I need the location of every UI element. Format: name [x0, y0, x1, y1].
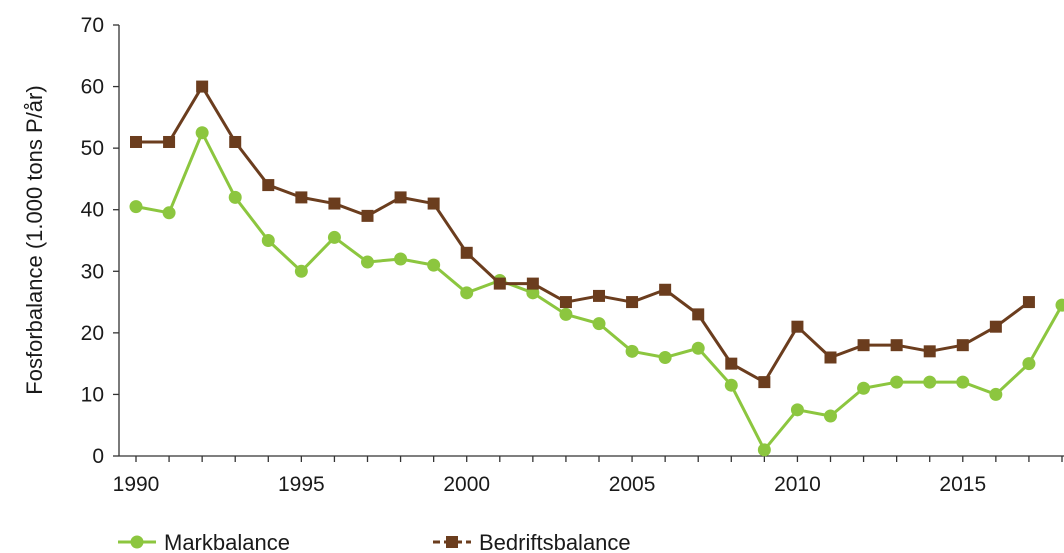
data-point — [460, 286, 474, 300]
data-point — [592, 317, 606, 331]
data-point — [725, 357, 738, 370]
y-tick-label: 40 — [81, 199, 104, 222]
data-point — [559, 296, 572, 309]
x-tick-label: 2000 — [443, 473, 490, 496]
data-point — [758, 376, 771, 389]
data-point — [130, 135, 142, 148]
data-point — [427, 197, 440, 210]
data-point — [261, 234, 275, 247]
data-point — [989, 387, 1003, 401]
y-tick-label: 50 — [81, 137, 104, 160]
data-point — [460, 246, 473, 259]
legend-label: Markbalance — [164, 530, 290, 553]
y-axis: 0 10 20 30 40 50 60 70 — [81, 14, 120, 468]
data-point — [1055, 298, 1064, 312]
data-point — [724, 378, 738, 392]
data-point — [361, 255, 374, 269]
legend-item: Markbalance — [118, 530, 290, 553]
data-point — [361, 209, 374, 222]
y-tick-label: 20 — [81, 322, 104, 345]
data-point — [163, 135, 176, 148]
data-point — [923, 345, 936, 358]
data-point — [691, 341, 705, 355]
data-point — [956, 375, 970, 389]
y-tick-label: 70 — [81, 14, 104, 37]
y-axis-title: Fosforbalance (1.000 tons P/år) — [22, 85, 47, 394]
data-point — [394, 252, 408, 266]
data-point — [328, 197, 341, 210]
plot-area — [129, 80, 1064, 457]
x-tick-label: 2005 — [609, 473, 656, 496]
data-point — [129, 200, 143, 214]
y-tick-label: 30 — [81, 260, 104, 283]
y-tick-label: 0 — [92, 445, 104, 468]
data-point — [857, 339, 870, 352]
legend-swatch-marker — [446, 536, 458, 548]
data-point — [1022, 357, 1036, 371]
legend-swatch-marker — [130, 535, 144, 549]
series-markbalance — [129, 126, 1064, 457]
data-point — [890, 375, 904, 389]
series-line — [136, 85, 1030, 384]
y-tick-label: 10 — [81, 383, 104, 406]
data-point — [956, 339, 969, 352]
data-point — [195, 126, 209, 140]
data-point — [526, 277, 539, 290]
data-point — [559, 307, 573, 321]
data-point — [923, 375, 937, 389]
data-point — [593, 289, 605, 302]
data-point — [890, 339, 903, 352]
x-tick-label: 1995 — [278, 473, 325, 496]
data-point — [162, 206, 176, 220]
data-point — [295, 191, 308, 204]
x-tick-label: 2015 — [939, 473, 986, 496]
x-tick-label: 1990 — [113, 473, 160, 496]
data-point — [228, 190, 242, 204]
data-point — [262, 179, 275, 192]
data-point — [229, 135, 242, 148]
data-point — [394, 191, 407, 204]
data-point — [294, 264, 308, 278]
data-point — [658, 350, 672, 364]
y-tick-label: 60 — [81, 76, 104, 99]
data-point — [757, 443, 771, 457]
data-point — [824, 351, 837, 364]
data-point — [196, 80, 209, 93]
data-point — [493, 277, 506, 290]
legend-label: Bedriftsbalance — [479, 530, 631, 553]
legend: Markbalance Bedriftsbalance — [118, 530, 631, 553]
data-point — [790, 403, 804, 417]
data-point — [427, 258, 441, 272]
data-point — [692, 308, 705, 321]
data-point — [1022, 296, 1035, 309]
data-point — [824, 409, 837, 423]
data-point — [625, 344, 639, 358]
legend-item: Bedriftsbalance — [433, 530, 631, 553]
data-point — [989, 320, 1002, 333]
x-tick-label: 2010 — [774, 473, 821, 496]
x-axis: 1990 1995 2000 2005 2010 2015 — [113, 455, 1064, 496]
data-point — [659, 283, 672, 296]
series-bedriftsbalance — [130, 80, 1035, 389]
data-point — [791, 320, 804, 333]
data-point — [626, 296, 639, 309]
data-point — [857, 381, 871, 395]
data-point — [327, 230, 341, 244]
